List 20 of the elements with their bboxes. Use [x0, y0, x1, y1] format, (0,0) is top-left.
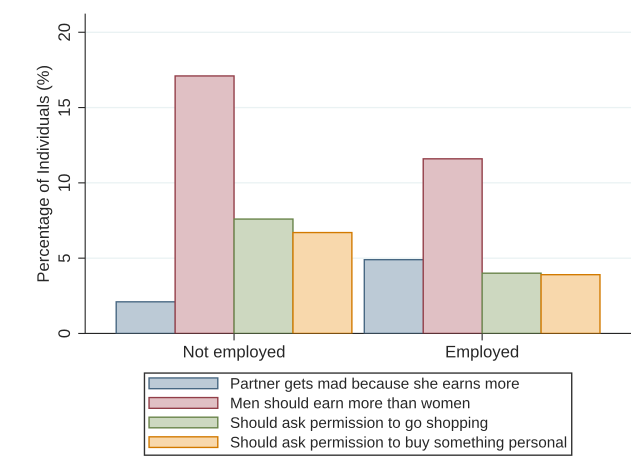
bar	[540, 274, 601, 334]
y-tick-label: 5	[58, 254, 70, 262]
bar	[364, 258, 424, 334]
bar	[481, 272, 542, 334]
legend-label: Should ask permission to go shopping	[230, 416, 488, 432]
bar	[422, 158, 483, 334]
bar	[116, 301, 176, 334]
legend-label: Should ask permission to buy something personal	[230, 436, 566, 451]
legend-label: Partner gets mad because she earns more	[231, 378, 519, 392]
bar	[233, 218, 294, 334]
y-tick-label: 10	[58, 174, 70, 191]
legend-label: Men should earn more than women	[231, 397, 470, 408]
bar	[174, 75, 235, 334]
y-tick-label: 15	[58, 98, 70, 116]
y-tick-label: 20	[58, 24, 70, 41]
x-tick-label: Employed	[446, 345, 518, 361]
y-axis-title: Percentage of Individuals (%)	[36, 66, 52, 282]
bar	[292, 232, 353, 334]
y-tick-label: 0	[58, 329, 70, 338]
x-tick-label: Not employed	[184, 345, 284, 361]
